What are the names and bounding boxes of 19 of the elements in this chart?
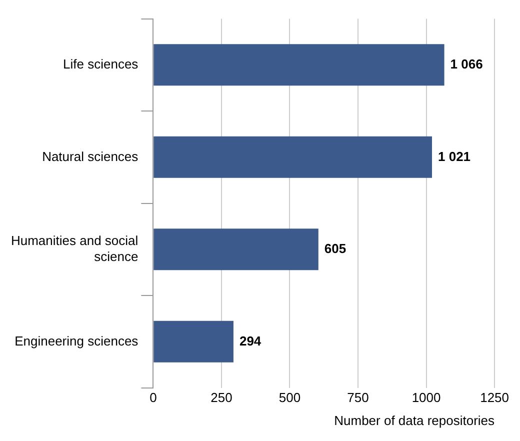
data-label: 605 <box>324 241 346 256</box>
x-tick-label: 1250 <box>480 390 509 406</box>
x-tick-label: 500 <box>278 390 301 406</box>
bar <box>154 44 444 86</box>
data-label: 1 021 <box>438 148 471 164</box>
y-tick-label: Life sciences <box>63 56 139 72</box>
x-axis-title: Number of data repositories <box>334 412 496 428</box>
x-tick-label: 1000 <box>412 390 441 406</box>
bar <box>154 136 432 178</box>
data-label: 294 <box>239 333 262 348</box>
x-tick-label: 0 <box>150 390 157 406</box>
y-tick-label: Engineering sciences <box>14 333 139 348</box>
x-tick-label: 250 <box>210 390 232 406</box>
bar <box>154 320 234 362</box>
y-tick-label: Humanities and social science <box>10 233 138 264</box>
x-tick-label: 750 <box>347 390 369 406</box>
bar <box>154 228 318 270</box>
data-label: 1 066 <box>450 56 483 72</box>
y-tick-label: Natural sciences <box>42 148 139 164</box>
